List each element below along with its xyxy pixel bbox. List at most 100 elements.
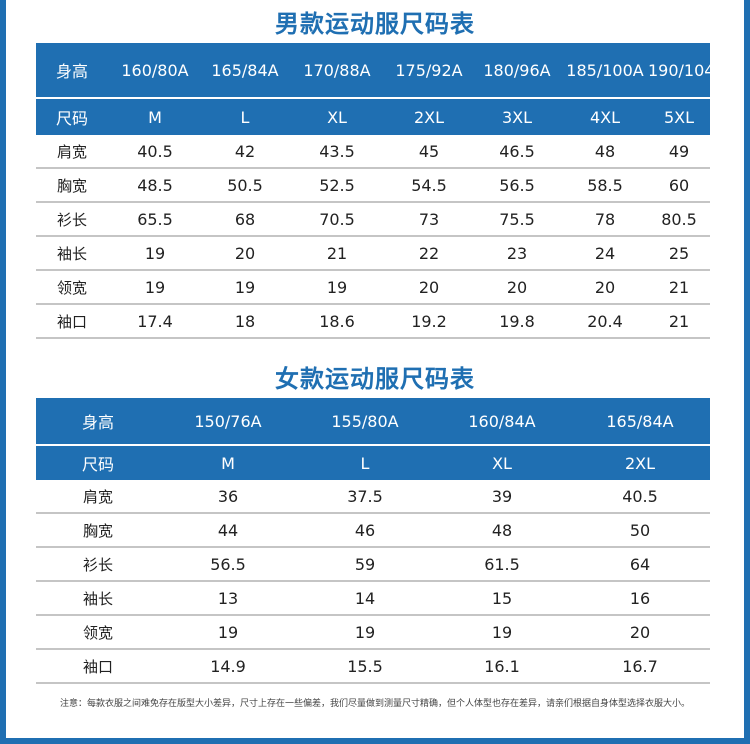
table-cell: 75.5	[472, 202, 562, 237]
height-cell: 185/100A	[562, 43, 648, 98]
row-label: 胸宽	[36, 513, 160, 548]
table-row: 肩宽 36 37.5 39 40.5	[36, 480, 710, 514]
row-label: 胸宽	[36, 168, 108, 203]
table-cell: 56.5	[472, 168, 562, 203]
table-cell: 52.5	[288, 168, 386, 203]
table-cell: 22	[386, 236, 472, 271]
table-cell: 64	[570, 547, 710, 582]
size-cell: 5XL	[648, 97, 710, 135]
frame-bottom-border	[0, 738, 750, 744]
table-cell: 61.5	[434, 547, 570, 582]
row-label: 肩宽	[36, 480, 160, 514]
table-cell: 19	[108, 236, 202, 271]
table-cell: 37.5	[296, 480, 434, 514]
table-row: 袖口 14.9 15.5 16.1 16.7	[36, 649, 710, 684]
table-cell: 25	[648, 236, 710, 271]
table-cell: 18.6	[288, 304, 386, 339]
table-cell: 13	[160, 581, 296, 616]
table-cell: 16	[570, 581, 710, 616]
table-cell: 15	[434, 581, 570, 616]
row-label: 领宽	[36, 270, 108, 305]
table-cell: 40.5	[108, 135, 202, 169]
table-row: 肩宽 40.5 42 43.5 45 46.5 48 49	[36, 135, 710, 169]
height-cell: 155/80A	[296, 398, 434, 445]
table-cell: 16.1	[434, 649, 570, 684]
table-cell: 48.5	[108, 168, 202, 203]
row-label: 衫长	[36, 202, 108, 237]
table-cell: 16.7	[570, 649, 710, 684]
height-cell: 170/88A	[288, 43, 386, 98]
women-height-row: 身高 150/76A 155/80A 160/84A 165/84A	[36, 398, 710, 445]
table-cell: 20	[570, 615, 710, 650]
table-cell: 15.5	[296, 649, 434, 684]
row-label: 肩宽	[36, 135, 108, 169]
table-cell: 49	[648, 135, 710, 169]
size-cell: XL	[434, 444, 570, 480]
table-cell: 60	[648, 168, 710, 203]
height-cell: 150/76A	[160, 398, 296, 445]
table-cell: 45	[386, 135, 472, 169]
table-cell: 21	[288, 236, 386, 271]
table-row: 胸宽 44 46 48 50	[36, 513, 710, 548]
table-cell: 14	[296, 581, 434, 616]
table-cell: 19	[108, 270, 202, 305]
size-cell: 2XL	[570, 444, 710, 480]
row-label-height: 身高	[36, 43, 108, 98]
table-cell: 48	[562, 135, 648, 169]
measurement-note: 注意：每款衣服之间难免存在版型大小差异，尺寸上存在一些偏差，我们尽量做到测量尺寸…	[59, 699, 690, 709]
table-cell: 19.8	[472, 304, 562, 339]
table-cell: 14.9	[160, 649, 296, 684]
women-size-table: 身高 150/76A 155/80A 160/84A 165/84A 尺码 M …	[36, 398, 710, 684]
men-size-row: 尺码 M L XL 2XL 3XL 4XL 5XL	[36, 97, 710, 135]
table-cell: 73	[386, 202, 472, 237]
table-cell: 19	[202, 270, 288, 305]
table-cell: 19.2	[386, 304, 472, 339]
table-cell: 43.5	[288, 135, 386, 169]
table-cell: 19	[288, 270, 386, 305]
table-cell: 20	[562, 270, 648, 305]
table-cell: 58.5	[562, 168, 648, 203]
row-label: 袖长	[36, 581, 160, 616]
table-row: 袖长 13 14 15 16	[36, 581, 710, 616]
table-cell: 20	[472, 270, 562, 305]
table-row: 袖口 17.4 18 18.6 19.2 19.8 20.4 21	[36, 304, 710, 339]
size-cell: 3XL	[472, 97, 562, 135]
row-label-height: 身高	[36, 398, 160, 445]
table-cell: 56.5	[160, 547, 296, 582]
height-cell: 165/84A	[570, 398, 710, 445]
table-row: 领宽 19 19 19 20 20 20 21	[36, 270, 710, 305]
size-cell: L	[202, 97, 288, 135]
row-label: 袖口	[36, 649, 160, 684]
table-cell: 70.5	[288, 202, 386, 237]
size-cell: 4XL	[562, 97, 648, 135]
size-cell: L	[296, 444, 434, 480]
table-row: 衫长 65.5 68 70.5 73 75.5 78 80.5	[36, 202, 710, 237]
table-cell: 78	[562, 202, 648, 237]
table-cell: 19	[296, 615, 434, 650]
frame-left-border	[0, 0, 6, 744]
table-cell: 40.5	[570, 480, 710, 514]
row-label: 衫长	[36, 547, 160, 582]
size-cell: M	[160, 444, 296, 480]
table-row: 胸宽 48.5 50.5 52.5 54.5 56.5 58.5 60	[36, 168, 710, 203]
table-cell: 18	[202, 304, 288, 339]
size-cell: M	[108, 97, 202, 135]
height-cell: 160/84A	[434, 398, 570, 445]
table-cell: 54.5	[386, 168, 472, 203]
table-row: 衫长 56.5 59 61.5 64	[36, 547, 710, 582]
men-size-chart-title: 男款运动服尺码表	[275, 10, 475, 38]
table-cell: 20	[386, 270, 472, 305]
table-cell: 17.4	[108, 304, 202, 339]
height-cell: 160/80A	[108, 43, 202, 98]
table-cell: 36	[160, 480, 296, 514]
height-cell: 190/104A	[648, 43, 725, 98]
table-row: 领宽 19 19 19 20	[36, 615, 710, 650]
women-size-chart-title: 女款运动服尺码表	[275, 365, 475, 393]
table-cell: 80.5	[648, 202, 710, 237]
men-size-table: 身高 160/80A 165/84A 170/88A 175/92A 180/9…	[36, 43, 725, 339]
table-cell: 65.5	[108, 202, 202, 237]
table-cell: 42	[202, 135, 288, 169]
table-cell: 46	[296, 513, 434, 548]
row-label-size: 尺码	[36, 97, 108, 135]
table-cell: 48	[434, 513, 570, 548]
